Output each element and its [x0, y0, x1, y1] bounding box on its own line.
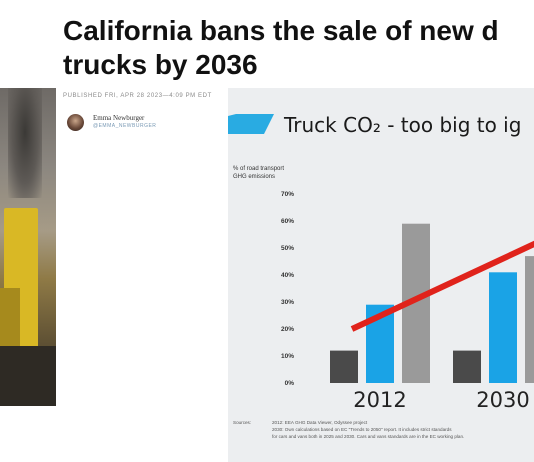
y-tick-label: 60% — [281, 218, 294, 225]
category-label: 2030 — [476, 388, 529, 412]
y-tick-label: 10% — [281, 353, 294, 360]
y-tick-label: 20% — [281, 326, 294, 333]
bar-2012 — [330, 350, 358, 383]
chart-title: Truck CO₂ - too big to ig — [283, 113, 521, 137]
sources-label: Sources: — [233, 420, 251, 425]
y-tick-labels: 70% 60% 50% 40% 30% 20% 10% 0% — [281, 191, 294, 387]
trend-line — [350, 240, 534, 332]
y-tick-label: 70% — [281, 191, 294, 198]
y-tick-label: 40% — [281, 272, 294, 279]
bar-2030 — [489, 272, 517, 383]
headline-line-2: trucks by 2036 — [63, 49, 258, 80]
bars — [330, 223, 534, 383]
sources-line-2: 2030: Own calculations based on EC "Tren… — [272, 427, 452, 432]
bar-2030 — [453, 350, 481, 383]
author-handle[interactable]: @EMMA_NEWBURGER — [93, 123, 157, 129]
sources-line-1: 2012: EEA GHG Data Viewer, Odyssee proje… — [272, 420, 368, 425]
embedded-chart: Truck CO₂ - too big to ig % of road tran… — [228, 88, 534, 462]
bar-2030 — [525, 256, 534, 383]
category-label: 2012 — [353, 388, 406, 412]
sources-line-3: for cars and vans both in 2025 and 2030.… — [272, 434, 464, 439]
article-headline: California bans the sale of new d trucks… — [63, 14, 534, 82]
y-tick-label: 30% — [281, 299, 294, 306]
author-name[interactable]: Emma Newburger — [93, 114, 145, 122]
published-timestamp: PUBLISHED FRI, APR 28 2023—4:09 PM EDT — [63, 93, 212, 99]
exhaust-smoke — [8, 88, 42, 198]
y-axis-label-line-2: GHG emissions — [233, 174, 275, 180]
author-avatar[interactable] — [67, 114, 84, 131]
y-tick-label: 0% — [285, 380, 295, 387]
y-tick-label: 50% — [281, 245, 294, 252]
chart-svg: Truck CO₂ - too big to ig % of road tran… — [228, 113, 534, 439]
truck-photo — [0, 88, 56, 406]
road — [0, 346, 56, 406]
y-axis-label-line-1: % of road transport — [233, 166, 284, 172]
category-labels: 2012 2030 — [353, 388, 529, 412]
headline-line-1: California bans the sale of new d — [63, 15, 499, 46]
title-banner-shape — [228, 114, 274, 134]
